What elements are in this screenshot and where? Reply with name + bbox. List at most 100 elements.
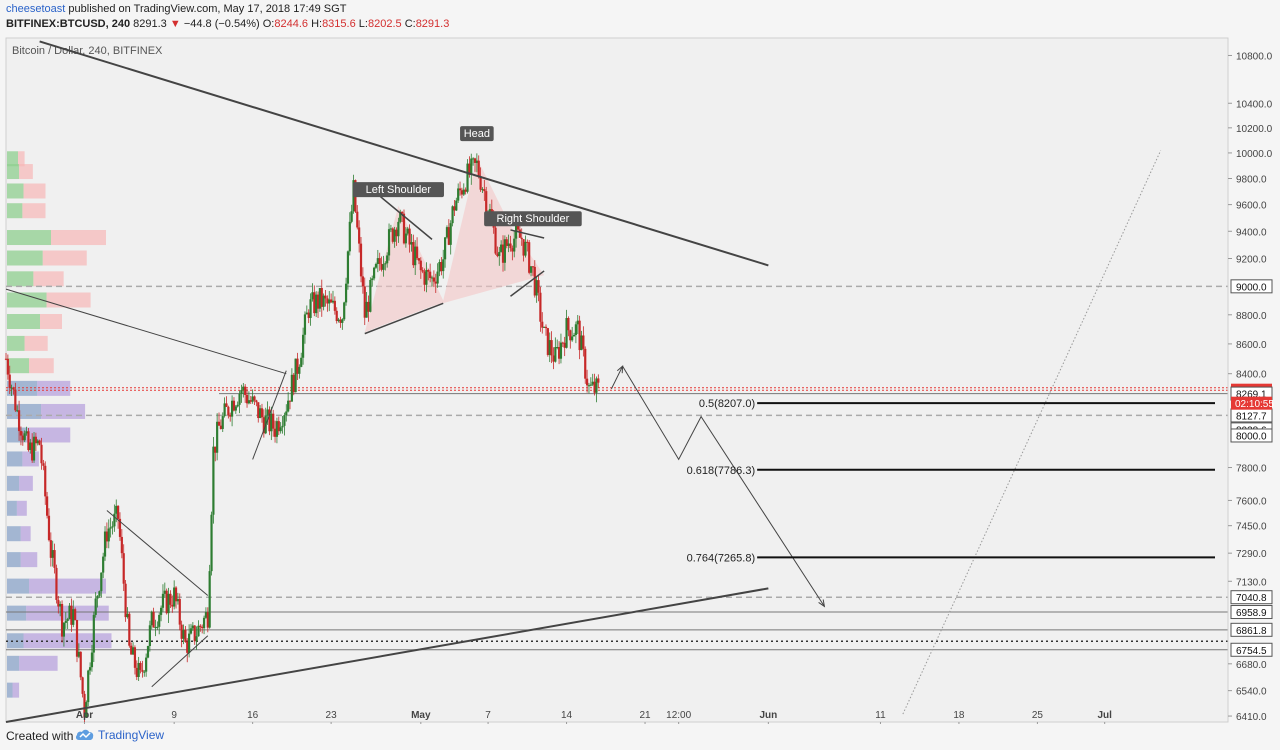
candle-body [451,206,454,224]
candle-body [481,189,484,191]
candle-body [541,321,544,328]
candle-body [257,402,260,418]
price-chart[interactable]: Bitcoin / Dollar, 240, BITFINEX 0.5(8207… [0,0,1280,724]
candle-body [290,374,293,402]
candle-body [569,330,572,341]
candle-body [131,647,135,655]
candle-body [165,590,168,614]
candle-body [576,320,579,325]
price-tick-label: 9600.0 [1236,201,1267,212]
candle-body [580,335,583,351]
trend-line [5,288,287,375]
ohlc-low-label: L: [358,18,368,30]
candle-body [184,629,187,642]
candle-body [79,651,82,678]
candle-body [128,613,131,646]
candle-body [169,593,172,605]
candle-body [281,425,284,428]
candle-body [330,299,333,303]
trend-line [5,587,769,723]
price-tick-label: 9200.0 [1236,255,1267,266]
candle-body [14,389,17,411]
fib-label: 0.764(7265.8) [687,552,756,564]
candle-body [100,572,103,592]
candle-body [386,255,389,264]
candle-body [55,567,58,600]
candle-body [247,400,251,404]
candle-body [582,335,585,349]
volume-bar-buy [7,578,29,594]
candle-body [395,229,398,237]
price-label: 8000.0 [1236,431,1267,442]
candle-body [10,387,13,389]
candle-body [425,270,428,285]
candle-body [214,446,217,453]
time-tick-label: 25 [1032,710,1044,721]
candle-body [524,241,527,256]
candle-body [16,410,19,412]
volume-bar-sell [18,151,25,167]
candle-body [589,384,592,386]
price-tick-label: 9400.0 [1236,227,1267,238]
price-label: 6754.5 [1236,646,1267,657]
candle-body [249,400,252,402]
candle-body [143,671,146,673]
candle-body [380,263,383,270]
candle-body [372,267,376,279]
candle-body [401,211,404,214]
candle-body [473,158,477,163]
candle-body [479,176,482,190]
candle-body [322,295,325,307]
price-label: 8127.7 [1236,411,1267,422]
symbol-line: BITFINEX:BTCUSD, 240 8291.3 ▼ −44.8 (−0.… [6,18,449,30]
candle-body [513,238,516,252]
annotations: Head Left Shoulder Right Shoulder [352,126,582,227]
fib-label: 0.5(8207.0) [699,398,755,410]
pattern-label: Right Shoulder [497,213,570,225]
candle-body [272,413,275,429]
price-axis[interactable]: 10800.0 10400.0 10200.0 10000.0 9800.0 9600.0… [1227,38,1280,723]
candle-body [68,605,71,620]
candle-body [202,617,206,629]
candle-body [535,280,538,296]
time-axis[interactable]: Apr 9 16 23 May 7 14 21 12:00 Jun 11 18 25 Jul [76,710,1112,724]
candle-body [17,410,21,432]
time-tick-label: 7 [485,710,491,721]
price-tick-label: 6540.0 [1236,687,1267,698]
candle-body [230,400,234,417]
candle-body [453,206,456,211]
tradingview-logo[interactable]: TradingView [75,728,164,742]
candle-body [204,612,208,618]
candle-body [19,431,23,436]
price-tick-label: 7290.0 [1236,549,1267,560]
candle-body [195,636,198,642]
candle-body [158,614,161,627]
candle-body [113,513,116,527]
candle-body [363,286,366,318]
candle-body [337,319,340,322]
author-link[interactable]: cheesetoast [6,3,66,15]
candle-body [152,611,155,628]
candle-body [399,211,402,222]
candle-body [206,612,209,628]
countdown-box [1231,396,1272,410]
price-label-box [1230,642,1273,657]
candle-body [556,347,559,349]
price-tick-label: 10200.0 [1236,124,1273,135]
candle-body [455,200,458,211]
time-tick-label: 18 [953,710,965,721]
candle-body [438,261,441,272]
candle-body [505,239,508,246]
candle-body [571,336,574,341]
plot-area[interactable] [5,37,1229,723]
candle-body [210,514,213,572]
candle-body [29,442,32,451]
candle-body [216,421,219,453]
volume-bar-buy [7,552,21,568]
fibonacci-levels: 0.5(8207.0) 0.618(7786.3) 0.764(7265.8) [687,398,1215,564]
candle-body [584,348,587,379]
candle-body [567,317,570,331]
trend-line [510,270,545,297]
candle-body [298,366,301,374]
candle-body [64,620,67,623]
